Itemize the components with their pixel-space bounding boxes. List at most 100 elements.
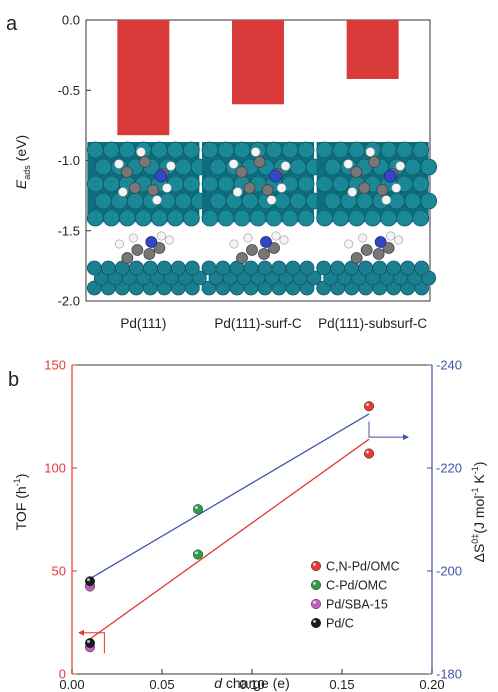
pd-atom <box>324 158 342 176</box>
pd-atom <box>86 209 104 227</box>
hydrogen-atom <box>136 147 146 157</box>
hydrogen-atom <box>118 187 128 197</box>
panel-b-xlabel-italic: d <box>214 675 223 691</box>
pd-atom <box>243 260 259 276</box>
nitrogen-atom <box>269 169 283 183</box>
hydrogen-atom <box>266 195 277 205</box>
carbon-atom <box>382 242 395 254</box>
hydrogen-atom <box>162 183 172 193</box>
legend-marker-highlight <box>313 619 316 623</box>
carbon-atom <box>368 156 381 168</box>
panel-b-legend: C,N-Pd/OMC C-Pd/OMC Pd/SBA-15 Pd/C <box>310 560 400 631</box>
pd-atom <box>271 260 287 276</box>
nitrogen-atom <box>145 236 158 248</box>
hydrogen-atom <box>229 239 239 249</box>
legend-label: C-Pd/OMC <box>326 579 387 593</box>
panel-a-category-label: Pd(111)-surf-C <box>214 316 302 331</box>
pd-atom <box>316 141 334 159</box>
carbon-atom <box>350 252 363 264</box>
nitrogen-atom <box>383 169 397 183</box>
pd-atom <box>158 192 176 210</box>
carbon-atom <box>372 248 385 260</box>
hydrogen-atom <box>381 195 392 205</box>
hydrogen-atom <box>243 233 253 243</box>
panel-a-ylabel-main: E <box>13 179 29 189</box>
pd-atom <box>412 175 430 193</box>
adsorption-structure-top-view <box>316 141 438 227</box>
pd-atom <box>380 141 398 159</box>
hydrogen-atom <box>232 187 243 197</box>
pd-atom <box>330 260 346 276</box>
panel-b-right-tick-label: -240 <box>436 358 462 373</box>
pd-atom <box>201 260 217 276</box>
legend-marker <box>310 598 322 610</box>
panel-b-xlabel-rest: charge (e) <box>222 675 290 691</box>
pd-atom <box>209 158 227 176</box>
pd-atom <box>420 192 438 210</box>
panel-b-right-tick-label: -220 <box>436 461 462 476</box>
pd-atom <box>257 260 273 276</box>
tof-fit-line <box>89 438 370 640</box>
panel-b-right-label-mid2: K <box>471 474 487 488</box>
hydrogen-atom <box>271 231 281 241</box>
legend-label: Pd/C <box>326 617 354 631</box>
pd-atom <box>201 209 219 227</box>
pd-atom <box>134 209 152 227</box>
pd-atom <box>404 192 422 210</box>
tof-point <box>363 448 375 459</box>
tof-point-highlight <box>366 450 369 454</box>
tof-point-highlight <box>195 551 198 555</box>
panel-a-y-tick-label: -1.5 <box>58 223 80 238</box>
pd-atom <box>281 209 299 227</box>
panel-b-x-axis-label: d charge (e) <box>214 675 290 691</box>
pd-atom <box>233 209 251 227</box>
panel-b-right-label-sup: 0‡ <box>470 534 480 544</box>
hydrogen-atom <box>166 161 176 171</box>
carbon-atom <box>253 156 266 168</box>
carbon-atom <box>131 244 144 256</box>
pd-atom <box>364 209 382 227</box>
panel-a-ylabel-unit: (eV) <box>13 135 29 165</box>
pd-atom <box>273 192 291 210</box>
pd-atom <box>289 192 307 210</box>
panel-a-bars <box>117 20 399 136</box>
panel-b-left-label-sup: -1 <box>12 478 22 486</box>
adsorption-structure-top-view <box>86 141 208 227</box>
pd-atom <box>396 209 414 227</box>
pd-atom <box>217 141 235 159</box>
pd-atom <box>209 192 227 210</box>
panel-b-left-tick-label: 150 <box>44 358 66 373</box>
panel-a-y-tick-label: -2.0 <box>58 294 80 309</box>
carbon-atom <box>153 242 166 254</box>
legend-marker <box>310 617 322 629</box>
hydrogen-atom <box>394 235 404 245</box>
pd-atom <box>142 260 158 276</box>
panel-b-right-label-main: ΔS <box>471 544 487 563</box>
pd-atom <box>414 260 430 276</box>
carbon-atom <box>139 156 151 168</box>
pd-atom <box>102 175 120 193</box>
adsorption-structure-top-view <box>201 141 323 227</box>
pd-atom <box>372 260 388 276</box>
pd-atom <box>118 141 136 159</box>
pd-atom <box>86 175 104 193</box>
hydrogen-atom <box>386 231 396 241</box>
pd-atom <box>86 141 104 159</box>
hydrogen-atom <box>228 159 239 169</box>
pd-atom <box>380 209 398 227</box>
pd-atom <box>102 209 120 227</box>
right-axis-indicator <box>368 421 405 438</box>
pd-atom <box>412 209 430 227</box>
panel-b-left-tick-label: 0 <box>59 667 66 682</box>
pd-atom <box>348 141 366 159</box>
nitrogen-atom <box>260 236 272 248</box>
carbon-atom <box>268 242 280 254</box>
pd-atom <box>182 175 200 193</box>
pd-atom <box>249 209 267 227</box>
panel-b-points <box>84 401 375 653</box>
pd-atom <box>400 260 416 276</box>
panel-a-ylabel-sub: ads <box>22 165 32 180</box>
panel-a-y-ticks: 0.0 -0.5 -1.0 -1.5 -2.0 <box>58 13 91 309</box>
panel-a-structure-images <box>86 141 438 296</box>
pd-atom <box>201 175 219 193</box>
